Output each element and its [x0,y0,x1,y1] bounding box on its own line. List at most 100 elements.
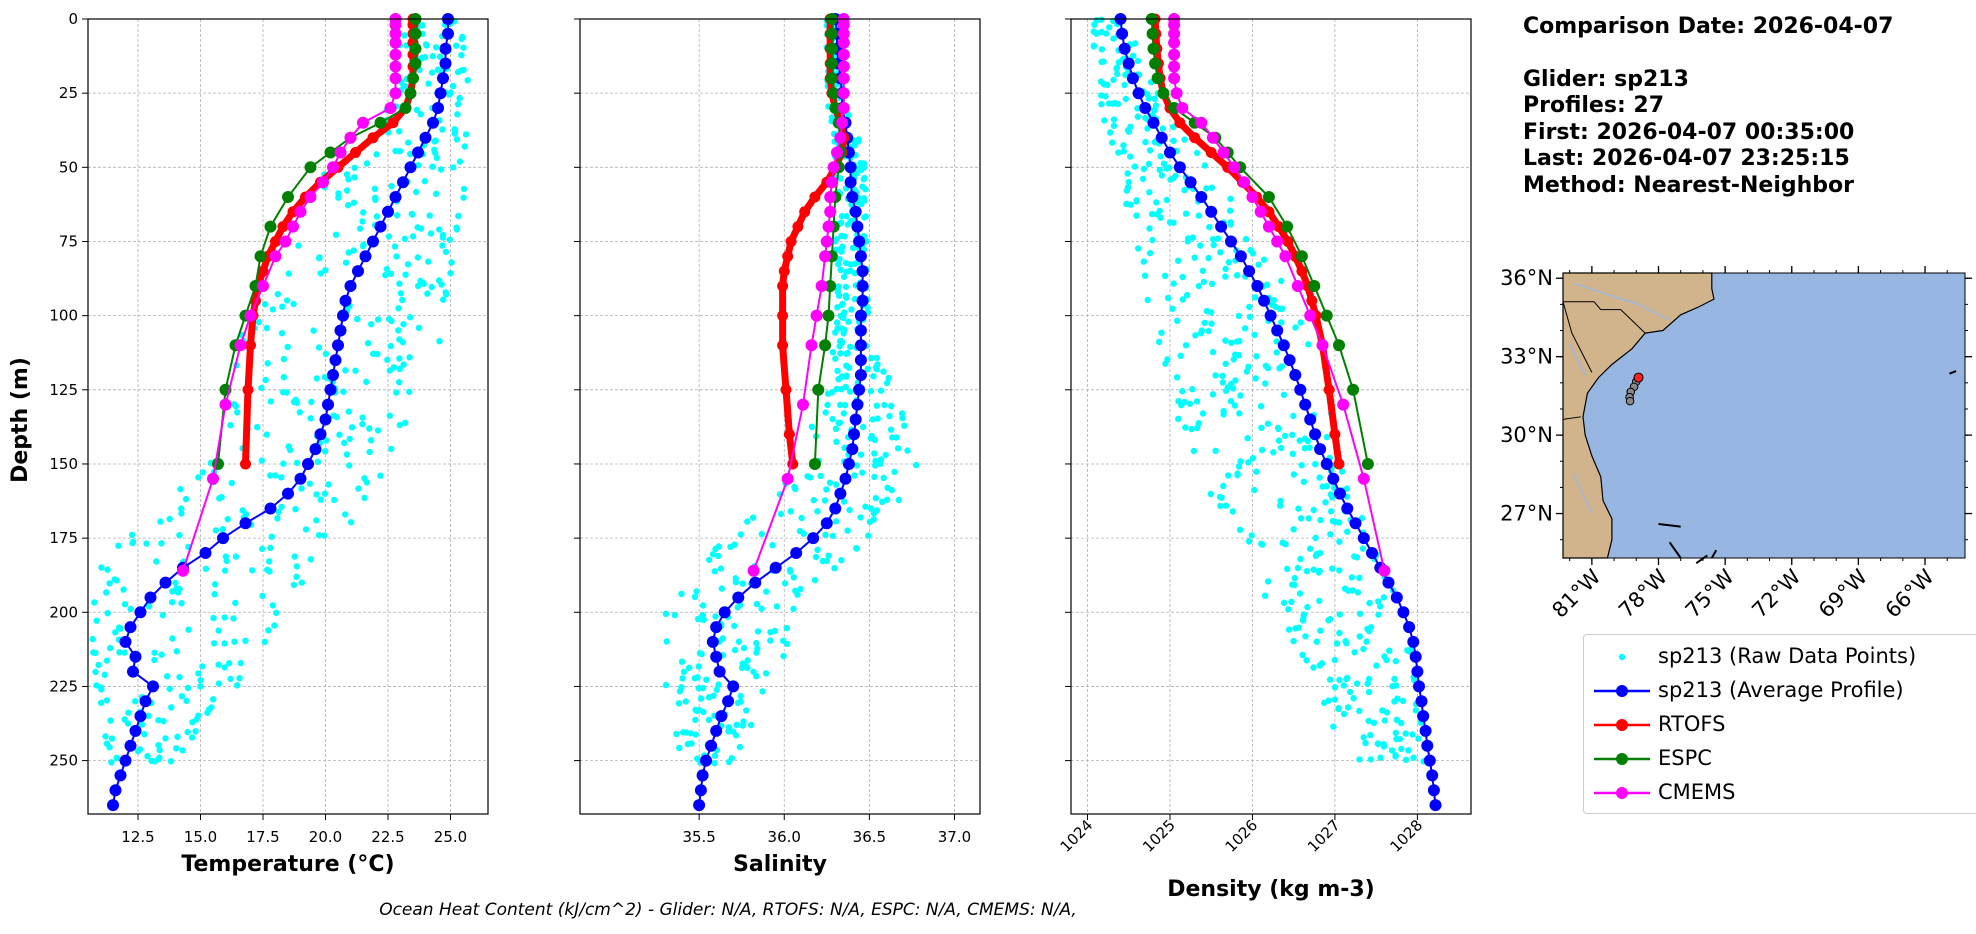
raw-data-point [1158,329,1165,336]
raw-data-point [179,747,186,754]
cmems-point [389,48,402,61]
sp213-average-profile-point [144,591,157,604]
raw-data-point [1237,526,1244,533]
raw-data-point [1225,472,1232,479]
espc-point [374,116,387,129]
raw-data-point [834,304,841,311]
raw-data-point [458,51,465,59]
raw-data-point [461,143,468,150]
raw-data-point [425,80,432,87]
sp213-average-profile-point [119,635,132,648]
raw-data-point [401,32,408,39]
sp213-average-profile-point [1132,87,1145,100]
method: Method: Nearest-Neighbor [1523,172,1854,198]
raw-data-point [1179,273,1186,281]
raw-data-point [407,150,414,158]
cmems-point [389,72,402,85]
raw-data-point [1182,424,1189,431]
cmems-point [1238,176,1251,189]
raw-data-point [145,603,153,610]
raw-data-point [195,474,202,481]
raw-data-point [428,283,435,291]
cmems-point [269,250,282,263]
glider-track-point [1625,396,1635,406]
raw-data-point [421,178,429,185]
raw-data-point [1170,123,1177,131]
sp213-average-profile-point [854,369,867,381]
sp213-average-profile-point [854,250,867,263]
cmems-point [837,18,850,31]
raw-data-point [698,650,705,658]
raw-data-point [1259,541,1266,548]
raw-data-point [784,640,791,648]
rtofs-point [783,428,795,440]
raw-data-point [1297,515,1305,522]
raw-data-point [1399,697,1407,705]
raw-data-point [453,136,461,143]
raw-data-point [121,649,128,656]
cmems-point [1316,339,1329,352]
raw-data-point [1275,437,1283,444]
raw-data-point [1227,221,1235,228]
sp213-average-profile-point [119,754,132,767]
rtofs-point [350,147,361,158]
raw-data-point [409,233,417,240]
cmems-point [1206,131,1219,144]
raw-data-point [823,486,830,493]
raw-data-point [1326,676,1334,683]
raw-data-point [847,388,854,395]
raw-data-point [384,356,391,364]
raw-data-point [844,349,851,357]
raw-data-point [151,649,158,656]
raw-data-point [443,291,450,298]
raw-data-point [1110,116,1118,123]
sp213-average-profile-point [1366,547,1378,559]
raw-data-point [754,628,762,635]
y-tick-label: 150 [49,455,78,473]
raw-data-point [451,127,459,134]
cmems-point [207,472,219,485]
raw-data-point [359,218,366,225]
raw-data-point [676,744,683,752]
raw-data-point [454,101,462,108]
raw-data-point [1366,599,1373,607]
raw-data-point [759,688,766,695]
sp213-average-profile-point [1147,116,1160,129]
raw-data-point [1098,28,1105,36]
raw-data-point [1348,574,1356,581]
rtofs-point [792,221,804,233]
sp213-average-profile-point [352,265,364,278]
cmems-point [304,191,317,203]
sp213-average-profile-point [147,680,159,693]
raw-data-point [113,754,120,762]
state-border [1562,416,1581,420]
raw-data-point [162,735,169,742]
raw-data-point [1124,170,1131,177]
espc-point [822,309,835,322]
raw-data-point [269,306,276,313]
raw-data-point [1258,424,1265,431]
raw-data-point [1273,349,1281,356]
raw-data-point [197,683,204,690]
sp213-average-profile-point [439,57,452,70]
cmems-point [837,102,850,114]
raw-data-point [212,527,220,534]
cmems-point [357,116,369,129]
x-tick-label: 25.0 [434,828,467,846]
raw-data-point [348,424,356,431]
espc-point [409,57,422,70]
raw-data-point [1130,52,1137,59]
sp213-average-profile-point [844,161,857,174]
river [1573,282,1670,321]
raw-data-point [1251,331,1258,339]
raw-data-point [1114,70,1121,78]
raw-data-point [335,194,342,201]
raw-data-point [145,712,152,719]
raw-data-point [143,540,150,547]
raw-data-point [1133,212,1140,219]
raw-data-point [224,516,231,523]
sp213-average-profile-point [718,606,731,619]
x-tick-label: 1027 [1304,816,1344,856]
raw-data-point [1127,153,1134,160]
raw-data-point [1170,174,1177,182]
